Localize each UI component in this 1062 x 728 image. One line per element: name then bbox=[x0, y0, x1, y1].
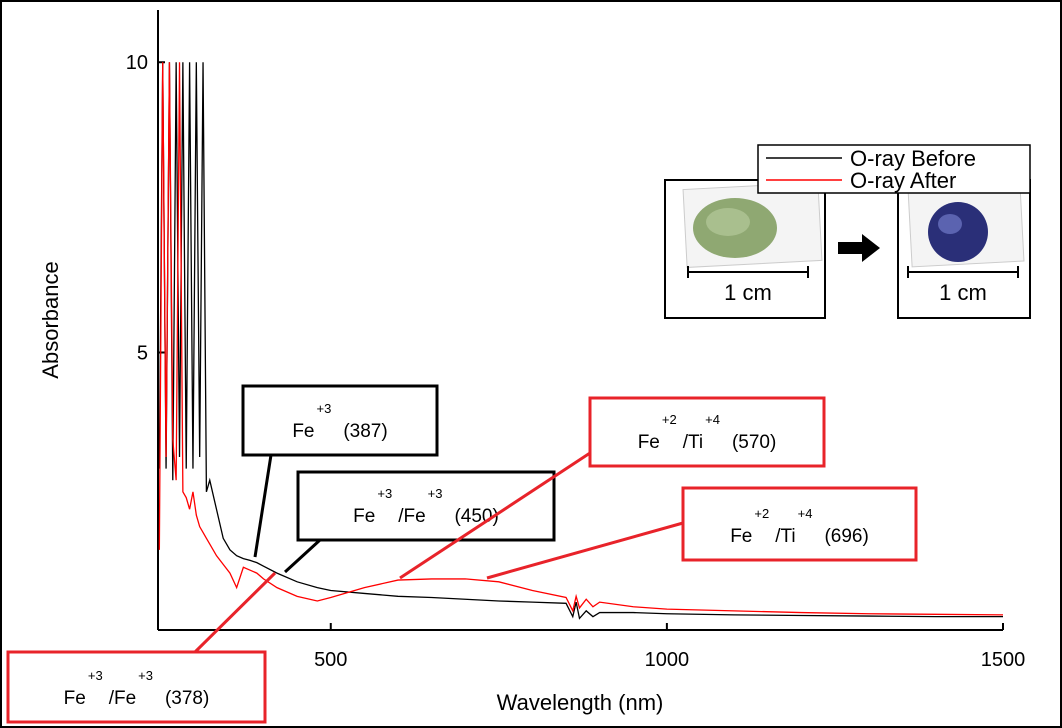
arrow bbox=[838, 234, 880, 262]
y-axis-label: Absorbance bbox=[38, 261, 63, 378]
series-line bbox=[158, 62, 1004, 616]
annotation-box bbox=[681, 486, 918, 562]
annotation-charge: +4 bbox=[705, 412, 720, 427]
legend-label: O-ray Before bbox=[850, 146, 976, 171]
series-line bbox=[158, 62, 1003, 620]
annotation-ion: /Fe bbox=[398, 506, 425, 527]
x-tick-label: 500 bbox=[314, 649, 347, 671]
annotation-charge: +3 bbox=[428, 486, 443, 501]
annotation-charge: +4 bbox=[798, 506, 813, 521]
inset-scale-label: 1 cm bbox=[724, 280, 772, 305]
annotation-leader bbox=[253, 454, 273, 558]
x-axis-label: Wavelength (nm) bbox=[497, 690, 664, 715]
inset-before bbox=[664, 179, 826, 319]
annotation-leader bbox=[486, 521, 684, 580]
annotation-text: Fe+3/Fe+3(378) bbox=[64, 668, 210, 709]
annotation-ion: Fe bbox=[292, 421, 314, 442]
annotation-box bbox=[241, 384, 439, 457]
legend-label: O-ray After bbox=[850, 168, 956, 193]
annotation-leader bbox=[193, 571, 277, 654]
annotation-text: Fe+3 (387) bbox=[292, 401, 387, 442]
annotation-ion: Fe bbox=[730, 526, 752, 547]
y-tick-label: 10 bbox=[126, 52, 148, 74]
annotation-ion: Fe bbox=[353, 506, 375, 527]
annotation-text: Fe+2/Ti+4 (696) bbox=[730, 506, 869, 547]
annotation-box bbox=[6, 650, 267, 724]
annotation-wavelength: (696) bbox=[824, 526, 868, 547]
annotation-wavelength: (378) bbox=[165, 688, 209, 709]
annotation-charge: +2 bbox=[754, 506, 769, 521]
inset-after bbox=[897, 179, 1031, 319]
annotation-leader bbox=[283, 538, 322, 574]
annotation-wavelength: (570) bbox=[732, 432, 776, 453]
annotation-ion: /Ti bbox=[683, 432, 703, 453]
x-tick-label: 1500 bbox=[981, 649, 1026, 671]
annotation-charge: +3 bbox=[317, 401, 332, 416]
annotation-text: Fe+2/Ti+4 (570) bbox=[638, 412, 777, 453]
y-tick-label: 5 bbox=[137, 343, 148, 365]
annotation-ion: Fe bbox=[638, 432, 660, 453]
annotation-ion: /Ti bbox=[775, 526, 795, 547]
annotation-charge: +3 bbox=[138, 668, 153, 683]
annotation-charge: +3 bbox=[88, 668, 103, 683]
annotation-wavelength: (387) bbox=[343, 421, 387, 442]
annotation-charge: +3 bbox=[377, 486, 392, 501]
annotation-charge: +2 bbox=[662, 412, 677, 427]
annotation-box bbox=[296, 470, 556, 542]
x-tick-label: 1000 bbox=[645, 649, 690, 671]
annotation-ion: Fe bbox=[64, 688, 86, 709]
annotation-box bbox=[588, 396, 826, 468]
annotation-leader bbox=[399, 451, 591, 580]
inset-scale-label: 1 cm bbox=[939, 280, 987, 305]
legend-box bbox=[757, 144, 1031, 194]
annotation-ion: /Fe bbox=[109, 688, 136, 709]
